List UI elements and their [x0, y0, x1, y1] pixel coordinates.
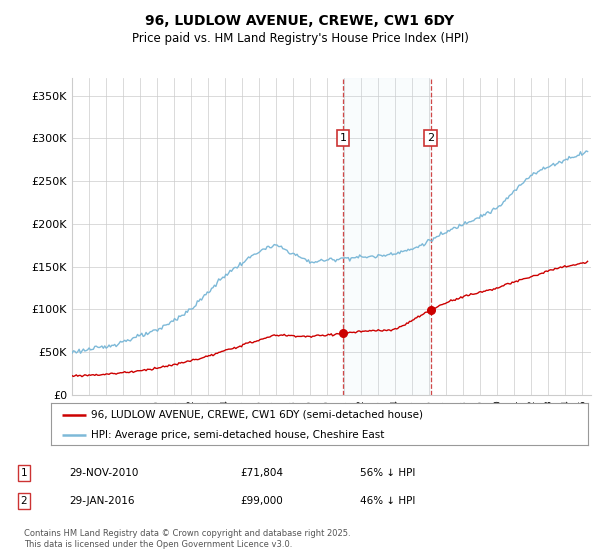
- Text: HPI: Average price, semi-detached house, Cheshire East: HPI: Average price, semi-detached house,…: [91, 430, 385, 440]
- Text: 46% ↓ HPI: 46% ↓ HPI: [360, 496, 415, 506]
- Text: 2: 2: [427, 133, 434, 143]
- Text: 2: 2: [20, 496, 28, 506]
- Text: 29-NOV-2010: 29-NOV-2010: [69, 468, 139, 478]
- Text: 1: 1: [20, 468, 28, 478]
- Text: Price paid vs. HM Land Registry's House Price Index (HPI): Price paid vs. HM Land Registry's House …: [131, 32, 469, 45]
- Text: 29-JAN-2016: 29-JAN-2016: [69, 496, 134, 506]
- Text: 96, LUDLOW AVENUE, CREWE, CW1 6DY (semi-detached house): 96, LUDLOW AVENUE, CREWE, CW1 6DY (semi-…: [91, 410, 423, 420]
- Bar: [343, 78, 431, 395]
- Text: 96, LUDLOW AVENUE, CREWE, CW1 6DY: 96, LUDLOW AVENUE, CREWE, CW1 6DY: [145, 14, 455, 28]
- Text: 56% ↓ HPI: 56% ↓ HPI: [360, 468, 415, 478]
- Text: £71,804: £71,804: [240, 468, 283, 478]
- Text: 1: 1: [340, 133, 346, 143]
- Text: Contains HM Land Registry data © Crown copyright and database right 2025.
This d: Contains HM Land Registry data © Crown c…: [24, 529, 350, 549]
- Text: £99,000: £99,000: [240, 496, 283, 506]
